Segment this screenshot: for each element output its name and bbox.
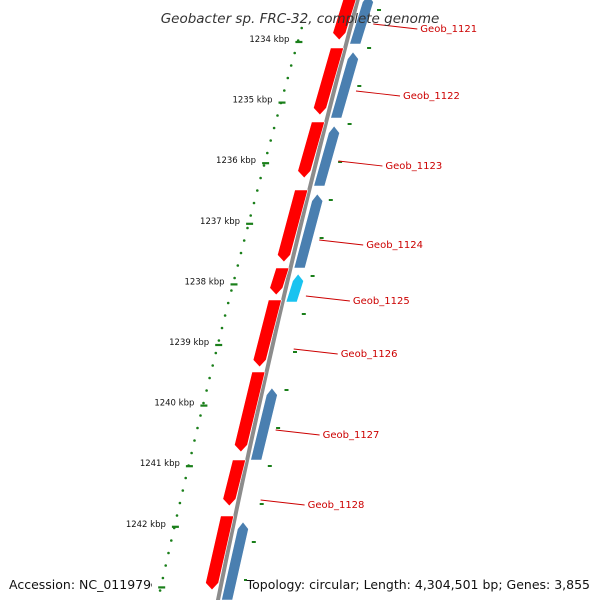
ruler-tick-label: 1238 kbp bbox=[184, 277, 224, 287]
gene-label[interactable]: Geob_1128 bbox=[308, 500, 365, 511]
reverse-gene-arrow bbox=[349, 0, 374, 45]
ruler-tick-label: 1240 kbp bbox=[154, 399, 194, 409]
ruler-tick-label: 1241 kbp bbox=[140, 459, 180, 469]
forward-gene-arrow bbox=[252, 299, 282, 368]
ruler-dot bbox=[293, 51, 297, 55]
forward-gene-arrow bbox=[277, 189, 309, 263]
ruler-tick-label: 1242 kbp bbox=[126, 520, 166, 530]
ruler-dot bbox=[239, 251, 243, 255]
gene-leader-line bbox=[260, 499, 305, 506]
ruler-dot bbox=[252, 201, 256, 205]
ruler-dot bbox=[249, 214, 252, 217]
gene-leader-line bbox=[319, 239, 364, 246]
ruler-dot bbox=[300, 26, 304, 30]
ruler-dot bbox=[181, 489, 185, 492]
accession-text: Accession: NC_011979 bbox=[9, 577, 152, 592]
ruler-dot bbox=[208, 376, 211, 380]
ruler-dot bbox=[202, 401, 205, 405]
topology-text: Topology: circular; Length: 4,304,501 bp… bbox=[246, 577, 590, 592]
ruler-dot bbox=[226, 301, 230, 305]
gene-leader-line bbox=[305, 295, 350, 302]
ruler-dot bbox=[211, 364, 214, 367]
ruler-dot bbox=[214, 351, 218, 355]
ruler-dot bbox=[158, 589, 162, 592]
ruler-dot bbox=[205, 389, 208, 392]
reverse-gene-arrow bbox=[250, 387, 278, 461]
forward-gene-arrow bbox=[313, 47, 344, 116]
ruler-dot bbox=[230, 289, 233, 292]
ruler-tick-label: 1237 kbp bbox=[200, 217, 240, 227]
ruler-dot bbox=[289, 64, 293, 67]
gene-leader-line bbox=[275, 429, 320, 436]
ruler-dot bbox=[220, 326, 224, 330]
reverse-gene-arrow bbox=[313, 125, 340, 187]
gene-label[interactable]: Geob_1123 bbox=[385, 161, 442, 172]
ruler-dot bbox=[164, 564, 167, 567]
forward-gene-arrow bbox=[269, 267, 290, 296]
ruler-dot bbox=[259, 176, 262, 180]
ruler-dot bbox=[161, 576, 165, 580]
forward-gene-arrow bbox=[222, 459, 246, 507]
reverse-gene-arrow bbox=[221, 521, 249, 600]
forward-gene-arrow bbox=[297, 121, 325, 179]
ruler-tick-label: 1236 kbp bbox=[216, 156, 256, 166]
ruler-dot bbox=[266, 151, 269, 155]
map-title: Geobacter sp. FRC-32, complete genome bbox=[161, 11, 440, 27]
forward-gene-arrow bbox=[234, 371, 266, 453]
ruler-dot bbox=[233, 276, 236, 280]
ruler-dot bbox=[184, 476, 187, 480]
ruler-dot bbox=[193, 439, 196, 442]
ruler-dot bbox=[170, 539, 173, 542]
ruler-tick-label: 1234 kbp bbox=[249, 35, 289, 45]
gene-leader-line bbox=[355, 90, 401, 97]
ruler-dot bbox=[286, 76, 290, 80]
ruler-dot bbox=[242, 239, 246, 242]
gene-leader-line bbox=[293, 348, 338, 355]
gene-leader-line bbox=[373, 23, 418, 30]
forward-gene-arrow bbox=[332, 0, 357, 41]
ruler-dot bbox=[199, 414, 202, 417]
ruler-dot bbox=[178, 501, 182, 505]
gene-label[interactable]: Geob_1121 bbox=[420, 24, 477, 35]
ruler-dot bbox=[217, 339, 221, 342]
ruler-dot bbox=[167, 551, 170, 555]
gene-label[interactable]: Geob_1127 bbox=[323, 430, 380, 441]
ruler-tick-label: 1239 kbp bbox=[169, 338, 209, 348]
reverse-gene-arrow bbox=[330, 51, 359, 119]
ruler-dot bbox=[269, 139, 273, 142]
ruler-dot bbox=[255, 189, 259, 192]
genome-backbone bbox=[215, 0, 360, 600]
ruler-dot bbox=[236, 264, 240, 267]
ruler-tick-label: 1235 kbp bbox=[232, 96, 272, 106]
ruler-dot bbox=[276, 114, 279, 117]
gene-label[interactable]: Geob_1125 bbox=[353, 296, 410, 307]
ruler-dot bbox=[196, 426, 199, 430]
highlight-gene-arrow bbox=[285, 273, 304, 303]
ruler-dot bbox=[190, 451, 193, 455]
ruler-dot bbox=[262, 164, 266, 167]
ruler-dot bbox=[272, 126, 276, 130]
gene-labels: Geob_1121 Geob_1122 Geob_1123 Geob_1124 Geob… bbox=[260, 23, 477, 511]
ruler-dot bbox=[246, 226, 249, 230]
gene-label[interactable]: Geob_1122 bbox=[403, 91, 460, 102]
ruler-dot bbox=[223, 314, 227, 317]
forward-gene-arrow bbox=[205, 515, 235, 591]
gene-leader-line bbox=[338, 160, 383, 167]
reverse-gene-arrow bbox=[293, 193, 324, 269]
ruler-dot bbox=[283, 89, 286, 92]
gene-features bbox=[205, 0, 381, 600]
gene-label[interactable]: Geob_1126 bbox=[341, 349, 398, 360]
gene-label[interactable]: Geob_1124 bbox=[366, 240, 423, 251]
ruler-dot bbox=[175, 514, 179, 517]
